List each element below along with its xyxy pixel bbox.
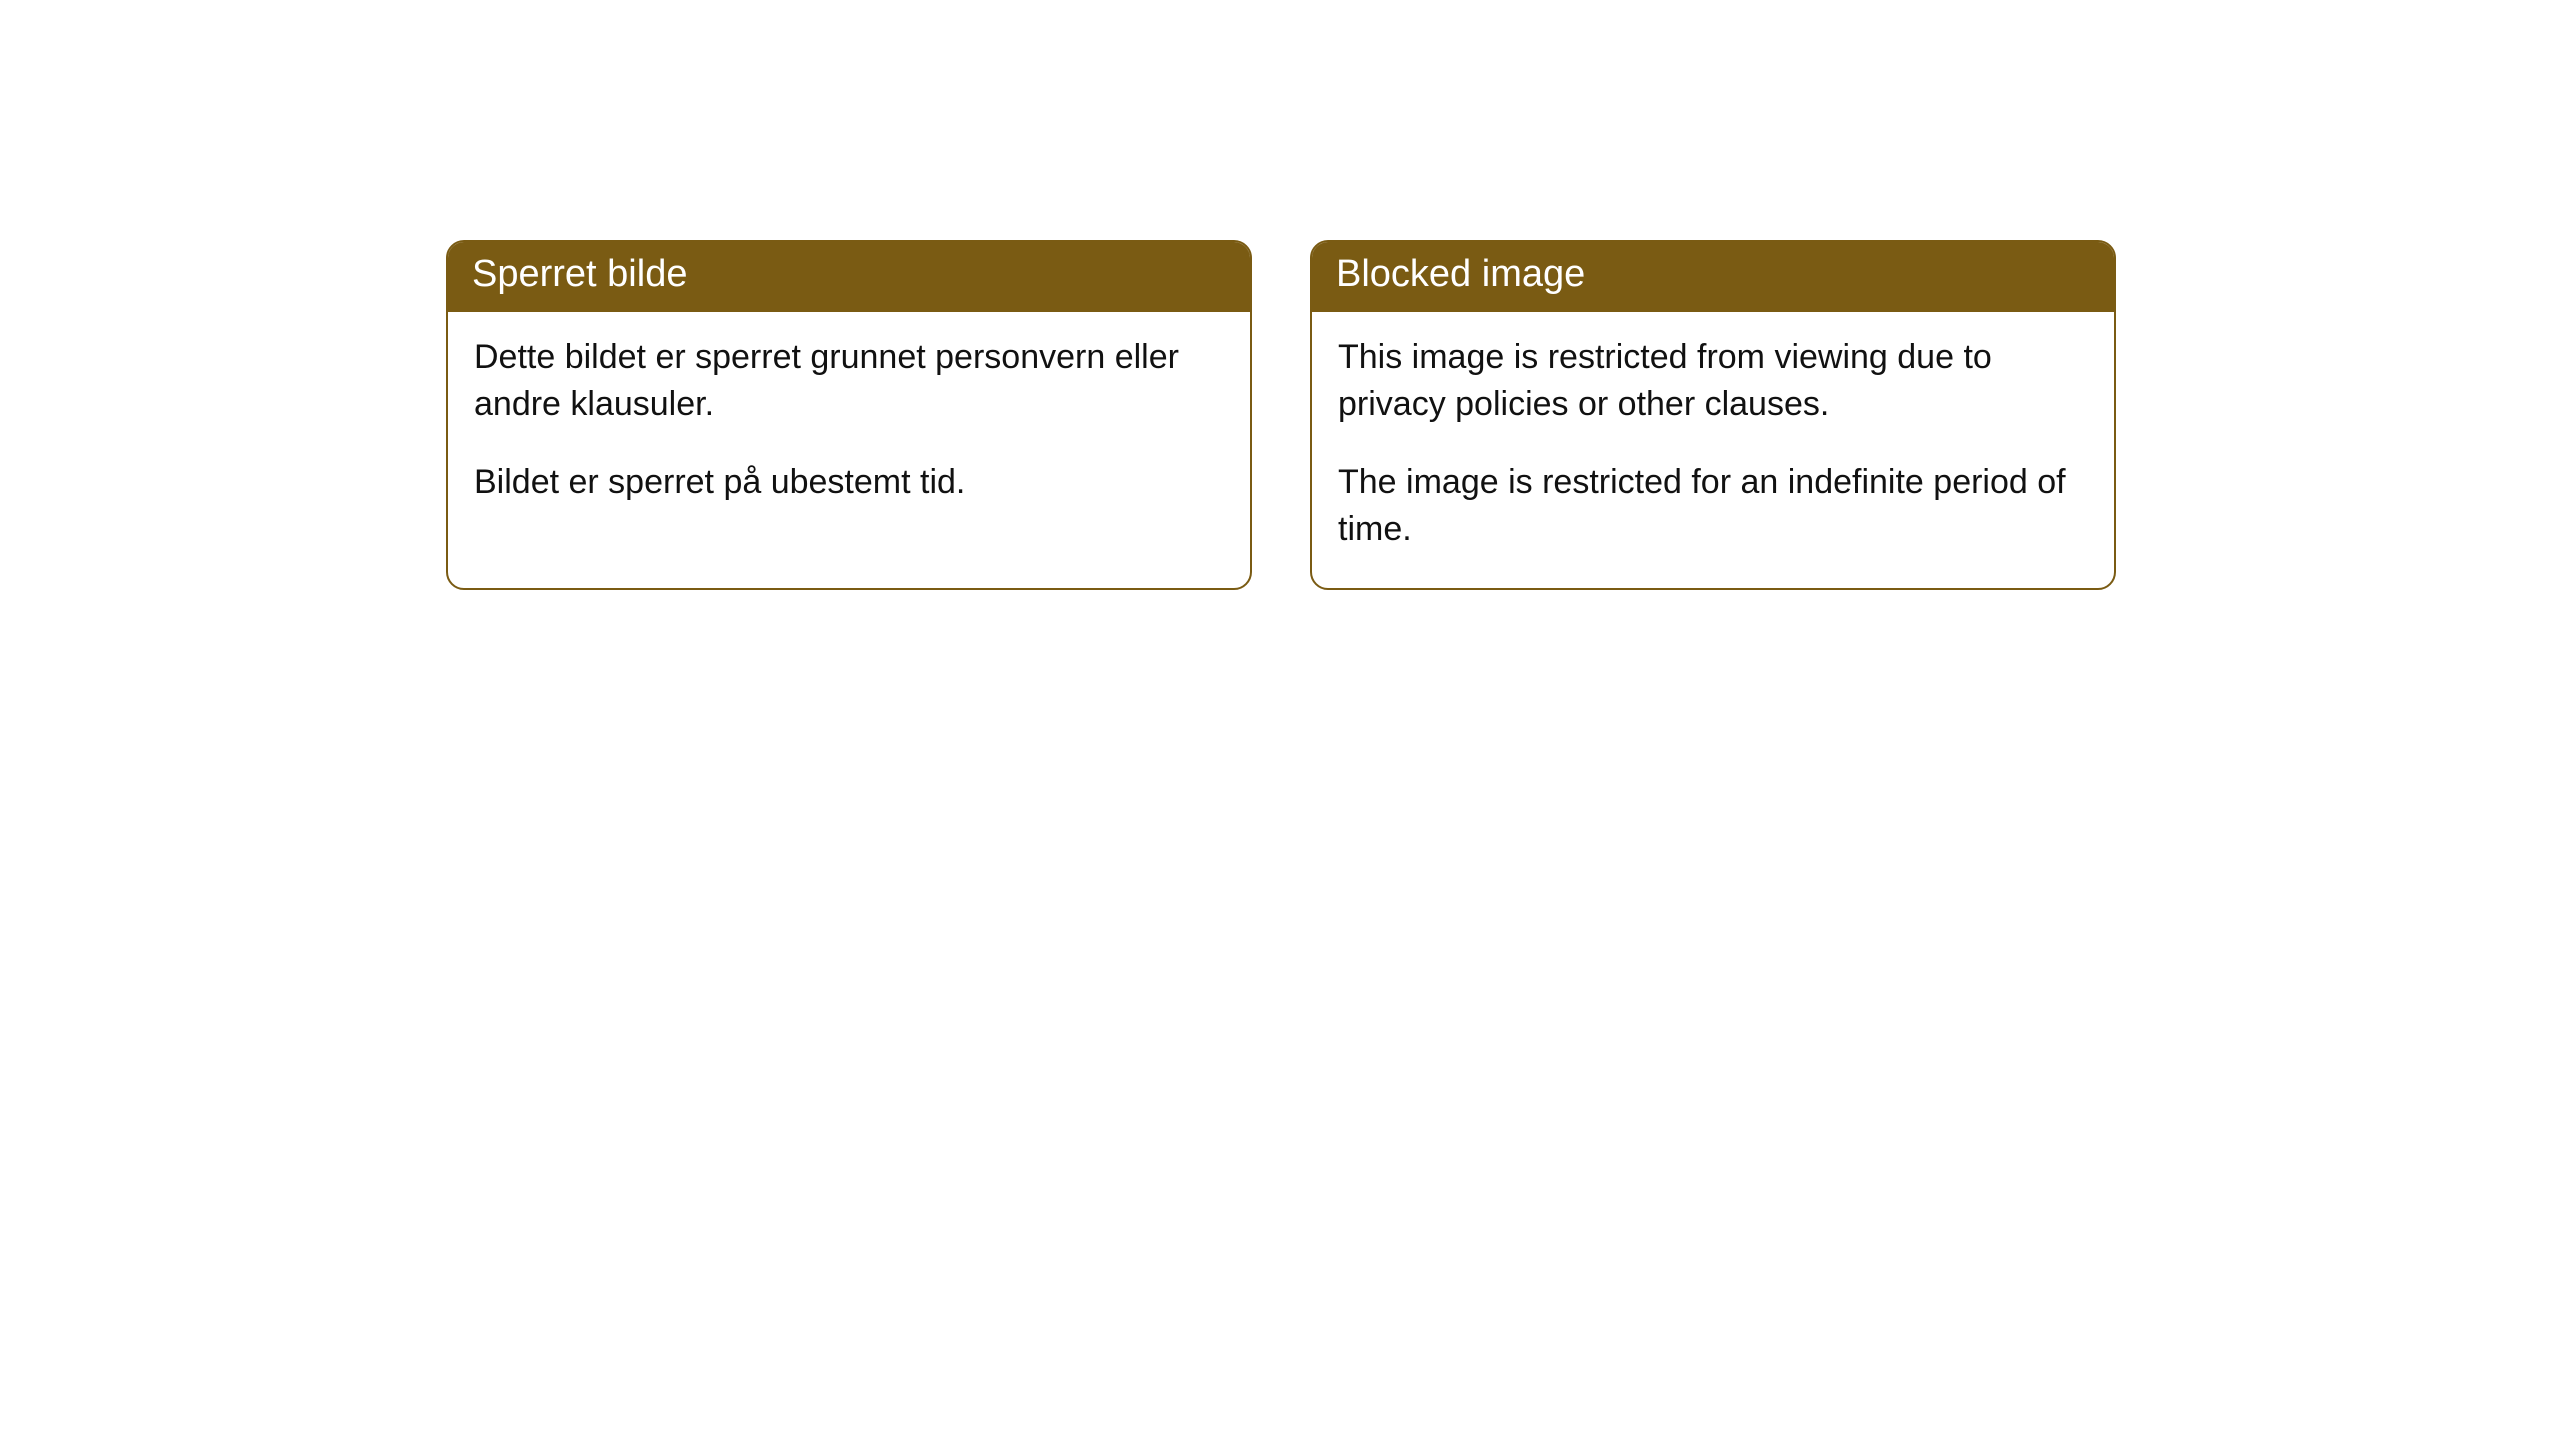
card-title: Sperret bilde [448, 242, 1250, 312]
card-paragraph: The image is restricted for an indefinit… [1338, 459, 2088, 554]
card-paragraph: Dette bildet er sperret grunnet personve… [474, 334, 1224, 429]
card-body: Dette bildet er sperret grunnet personve… [448, 312, 1250, 541]
card-paragraph: Bildet er sperret på ubestemt tid. [474, 459, 1224, 507]
notice-cards-row: Sperret bilde Dette bildet er sperret gr… [446, 240, 2560, 590]
card-paragraph: This image is restricted from viewing du… [1338, 334, 2088, 429]
blocked-image-card-norwegian: Sperret bilde Dette bildet er sperret gr… [446, 240, 1252, 590]
card-title: Blocked image [1312, 242, 2114, 312]
card-body: This image is restricted from viewing du… [1312, 312, 2114, 588]
blocked-image-card-english: Blocked image This image is restricted f… [1310, 240, 2116, 590]
